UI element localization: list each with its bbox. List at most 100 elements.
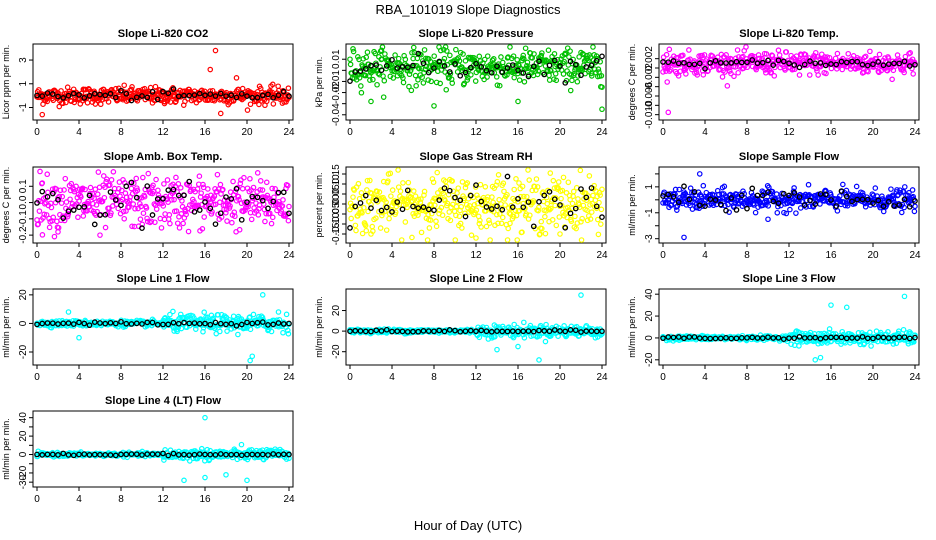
data-point-black bbox=[578, 72, 584, 79]
data-point bbox=[560, 174, 567, 181]
data-point bbox=[352, 222, 359, 229]
panel-title: Slope Line 2 Flow bbox=[430, 273, 523, 285]
data-point bbox=[425, 77, 431, 83]
x-tick-label: 12 bbox=[470, 127, 482, 138]
data-point bbox=[565, 179, 572, 186]
data-point bbox=[350, 46, 356, 52]
data-point bbox=[490, 56, 497, 62]
data-point bbox=[520, 52, 527, 59]
data-point-black bbox=[383, 63, 390, 69]
data-point-outlier bbox=[599, 106, 605, 113]
data-point bbox=[518, 70, 525, 76]
data-point bbox=[588, 73, 595, 79]
data-point bbox=[400, 180, 406, 186]
data-point bbox=[594, 216, 601, 223]
data-point-black bbox=[39, 188, 46, 195]
x-tick-label: 12 bbox=[157, 372, 169, 383]
data-point bbox=[731, 73, 737, 80]
y-tick-label: 0 bbox=[18, 320, 29, 326]
data-point bbox=[464, 180, 471, 186]
data-point-outlier bbox=[536, 357, 542, 363]
data-point-outlier bbox=[207, 66, 214, 73]
data-point-black bbox=[175, 192, 182, 199]
data-point bbox=[130, 201, 137, 207]
data-point bbox=[417, 199, 424, 206]
data-point-black bbox=[849, 58, 855, 65]
data-point-black bbox=[891, 60, 897, 67]
data-point-black bbox=[394, 199, 401, 205]
data-point-black bbox=[191, 92, 198, 98]
x-tick-label: 0 bbox=[347, 127, 353, 138]
data-point bbox=[454, 69, 461, 75]
data-point-black bbox=[404, 187, 411, 194]
data-point bbox=[45, 189, 51, 196]
data-point bbox=[505, 225, 511, 232]
data-point-black bbox=[280, 88, 287, 95]
data-point bbox=[793, 210, 799, 216]
data-point-outlier bbox=[665, 109, 672, 116]
data-point-black bbox=[123, 183, 130, 190]
data-point-black bbox=[786, 60, 792, 67]
data-point bbox=[259, 187, 266, 193]
panel-title: Slope Li-820 Temp. bbox=[739, 28, 838, 40]
data-point bbox=[140, 174, 146, 181]
data-point bbox=[379, 212, 385, 219]
data-point bbox=[534, 71, 541, 78]
data-point bbox=[675, 73, 682, 79]
data-point bbox=[51, 233, 58, 240]
data-point bbox=[379, 44, 386, 50]
data-point bbox=[598, 206, 605, 213]
x-tick-label: 4 bbox=[389, 127, 395, 138]
data-point bbox=[567, 87, 574, 94]
data-point-black bbox=[765, 57, 771, 64]
data-point bbox=[375, 70, 382, 77]
data-point bbox=[48, 204, 55, 211]
data-point bbox=[424, 237, 431, 243]
data-point-black bbox=[599, 214, 605, 221]
data-point-black bbox=[854, 58, 861, 65]
x-tick-label: 20 bbox=[554, 372, 566, 383]
data-point bbox=[35, 221, 42, 227]
data-point bbox=[502, 202, 508, 208]
data-point-black bbox=[165, 187, 172, 193]
x-tick-label: 16 bbox=[825, 372, 837, 383]
data-point bbox=[106, 182, 113, 188]
data-point-black bbox=[233, 185, 240, 192]
data-point bbox=[195, 202, 201, 209]
data-point bbox=[579, 67, 585, 73]
data-point bbox=[876, 51, 883, 58]
data-point bbox=[533, 176, 540, 182]
data-point bbox=[160, 203, 167, 209]
data-point bbox=[459, 225, 465, 231]
x-tick-label: 8 bbox=[118, 494, 124, 505]
data-point-black bbox=[717, 60, 724, 66]
data-point bbox=[584, 207, 590, 214]
data-point bbox=[179, 198, 185, 204]
data-point bbox=[406, 83, 412, 90]
data-point bbox=[901, 69, 907, 76]
data-point bbox=[397, 188, 404, 195]
data-point bbox=[572, 213, 578, 220]
data-point-black bbox=[599, 53, 605, 60]
data-point bbox=[438, 47, 444, 54]
data-point bbox=[94, 191, 101, 198]
data-point bbox=[121, 82, 128, 89]
data-point bbox=[459, 64, 465, 70]
data-point bbox=[275, 83, 281, 90]
data-point-black bbox=[452, 194, 458, 201]
data-point bbox=[481, 197, 487, 203]
data-point bbox=[514, 70, 521, 77]
data-point bbox=[133, 175, 140, 182]
x-tick-label: 20 bbox=[241, 494, 253, 505]
data-point-black bbox=[76, 204, 82, 211]
panel-4: Slope Amb. Box Temp.degrees C per min.0 4… bbox=[1, 151, 295, 261]
series-colored bbox=[660, 293, 918, 363]
data-point bbox=[773, 191, 780, 197]
data-point-black bbox=[572, 61, 579, 68]
data-point bbox=[526, 177, 533, 183]
x-tick-label: 24 bbox=[596, 250, 608, 261]
data-point bbox=[595, 231, 602, 238]
data-point bbox=[362, 72, 369, 79]
